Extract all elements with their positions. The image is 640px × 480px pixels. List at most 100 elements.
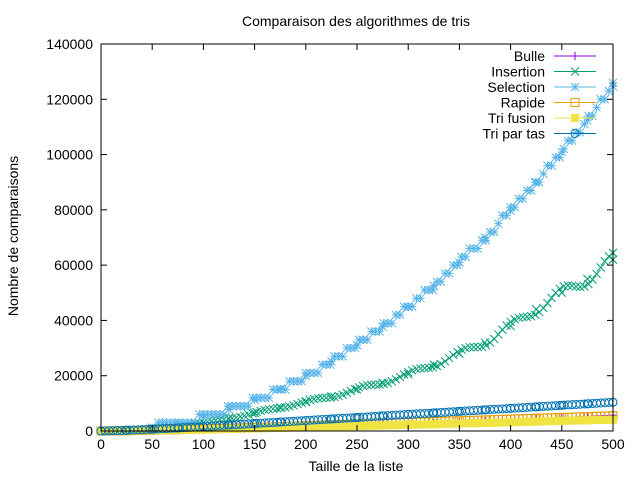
data-point: [583, 274, 592, 284]
data-point: [327, 356, 336, 366]
series-trail-marker: [289, 376, 298, 386]
series-trail-marker: [395, 310, 405, 320]
series-trail-marker: [321, 360, 331, 370]
series-trail-marker: [555, 284, 565, 294]
series-trail-marker: [518, 194, 528, 204]
x-tick-label: 450: [550, 436, 574, 452]
series-trail-marker: [551, 152, 561, 162]
chart-title: Comparaison des algorithmes de tris: [242, 13, 470, 29]
series-trail-marker: [449, 419, 458, 428]
data-point: [378, 322, 387, 332]
data-point: [173, 423, 183, 433]
data-point: [352, 412, 362, 422]
series-trail-marker: [194, 410, 204, 419]
data-point: [378, 378, 387, 387]
series-trail-marker: [592, 416, 601, 425]
series-trail-marker: [264, 404, 274, 414]
series-trail-marker: [539, 303, 548, 313]
series-trail-marker: [281, 423, 290, 432]
series-trail-marker: [162, 418, 171, 428]
series-trail-marker: [366, 327, 376, 336]
series-trail-marker: [432, 277, 442, 287]
data-point: [429, 408, 439, 418]
legend-label: Rapide: [501, 95, 546, 111]
data-point: [403, 409, 413, 419]
series-trail-marker: [441, 419, 450, 428]
series-trail-marker: [272, 404, 282, 413]
series-trail-marker: [448, 350, 458, 360]
series-trail-marker: [469, 244, 479, 253]
series-trail-marker: [387, 377, 397, 386]
series-trail-marker: [317, 393, 327, 403]
series-trail-marker: [358, 335, 368, 345]
series-trail-marker: [506, 317, 515, 327]
series-trail-marker: [436, 420, 445, 429]
series-trail-marker: [579, 119, 589, 129]
series-trail-marker: [514, 418, 523, 427]
series-trail-marker: [412, 420, 421, 429]
series-trail-marker: [596, 94, 606, 104]
series-trail-marker: [510, 418, 519, 427]
series-trail-marker: [420, 420, 429, 429]
series-trail-marker: [240, 401, 249, 411]
series-trail-marker: [342, 343, 352, 353]
series-trail-marker: [416, 293, 425, 303]
series-trail-marker: [334, 352, 343, 361]
series-trail-marker: [600, 257, 610, 266]
series-trail-marker: [571, 128, 581, 137]
series-trail-marker: [502, 211, 511, 220]
series-trail-marker: [444, 353, 454, 363]
series-trail-marker: [350, 343, 360, 353]
series-trail-marker: [440, 269, 450, 278]
series-trail-marker: [318, 422, 327, 431]
legend-marker: [571, 114, 579, 122]
series-trail-marker: [285, 423, 294, 432]
series-trail-marker: [457, 252, 466, 262]
series-trail-marker: [518, 312, 528, 322]
data-point: [327, 422, 336, 431]
series-trail-marker: [223, 401, 233, 411]
data-point: [352, 385, 362, 394]
series-trail-marker: [371, 327, 380, 336]
series-trail-marker: [313, 393, 323, 403]
series-trail-marker: [539, 169, 548, 179]
series-trail-marker: [596, 415, 605, 424]
series-trail-marker: [576, 416, 585, 425]
series-trail-marker: [187, 425, 196, 434]
legend-label: Insertion: [491, 64, 545, 80]
series-trail-marker: [366, 380, 376, 390]
data-point: [327, 392, 336, 401]
series-trail-marker: [268, 385, 278, 394]
series-trail-marker: [191, 425, 200, 434]
y-axis-label: Nombre de comparaisons: [5, 156, 21, 316]
data-point: [301, 415, 311, 425]
series-trail-marker: [383, 421, 392, 430]
series-trail-marker: [391, 310, 401, 320]
series-trail-marker: [465, 244, 474, 253]
series-trail-marker: [514, 194, 524, 204]
series-trail-marker: [530, 310, 540, 320]
data-point: [275, 403, 285, 412]
series-trail-marker: [268, 404, 278, 414]
series-trail-marker: [432, 361, 442, 371]
data-point: [582, 399, 592, 409]
x-tick-label: 350: [448, 436, 472, 452]
series-trail-marker: [498, 211, 507, 220]
series-trail-marker: [461, 252, 470, 262]
series-trail-marker: [280, 385, 290, 394]
data-point: [506, 403, 516, 413]
series-trail-marker: [539, 417, 548, 426]
series-trail-marker: [383, 318, 393, 328]
series-trail-marker: [408, 420, 417, 429]
data-point: [403, 369, 413, 379]
data-point: [224, 405, 234, 414]
data-point: [352, 340, 362, 350]
y-tick-label: 60000: [54, 257, 93, 273]
data-point: [403, 302, 413, 312]
series-trail-marker: [473, 342, 483, 352]
data-point: [250, 408, 259, 418]
series-trail-marker: [387, 421, 396, 430]
series-trail-marker: [207, 410, 216, 419]
axes: 0 50 100 150 200 250 300 350 400 450 500 0 20000 4000…: [46, 36, 625, 452]
legend-label: Tri par tas: [483, 126, 546, 142]
